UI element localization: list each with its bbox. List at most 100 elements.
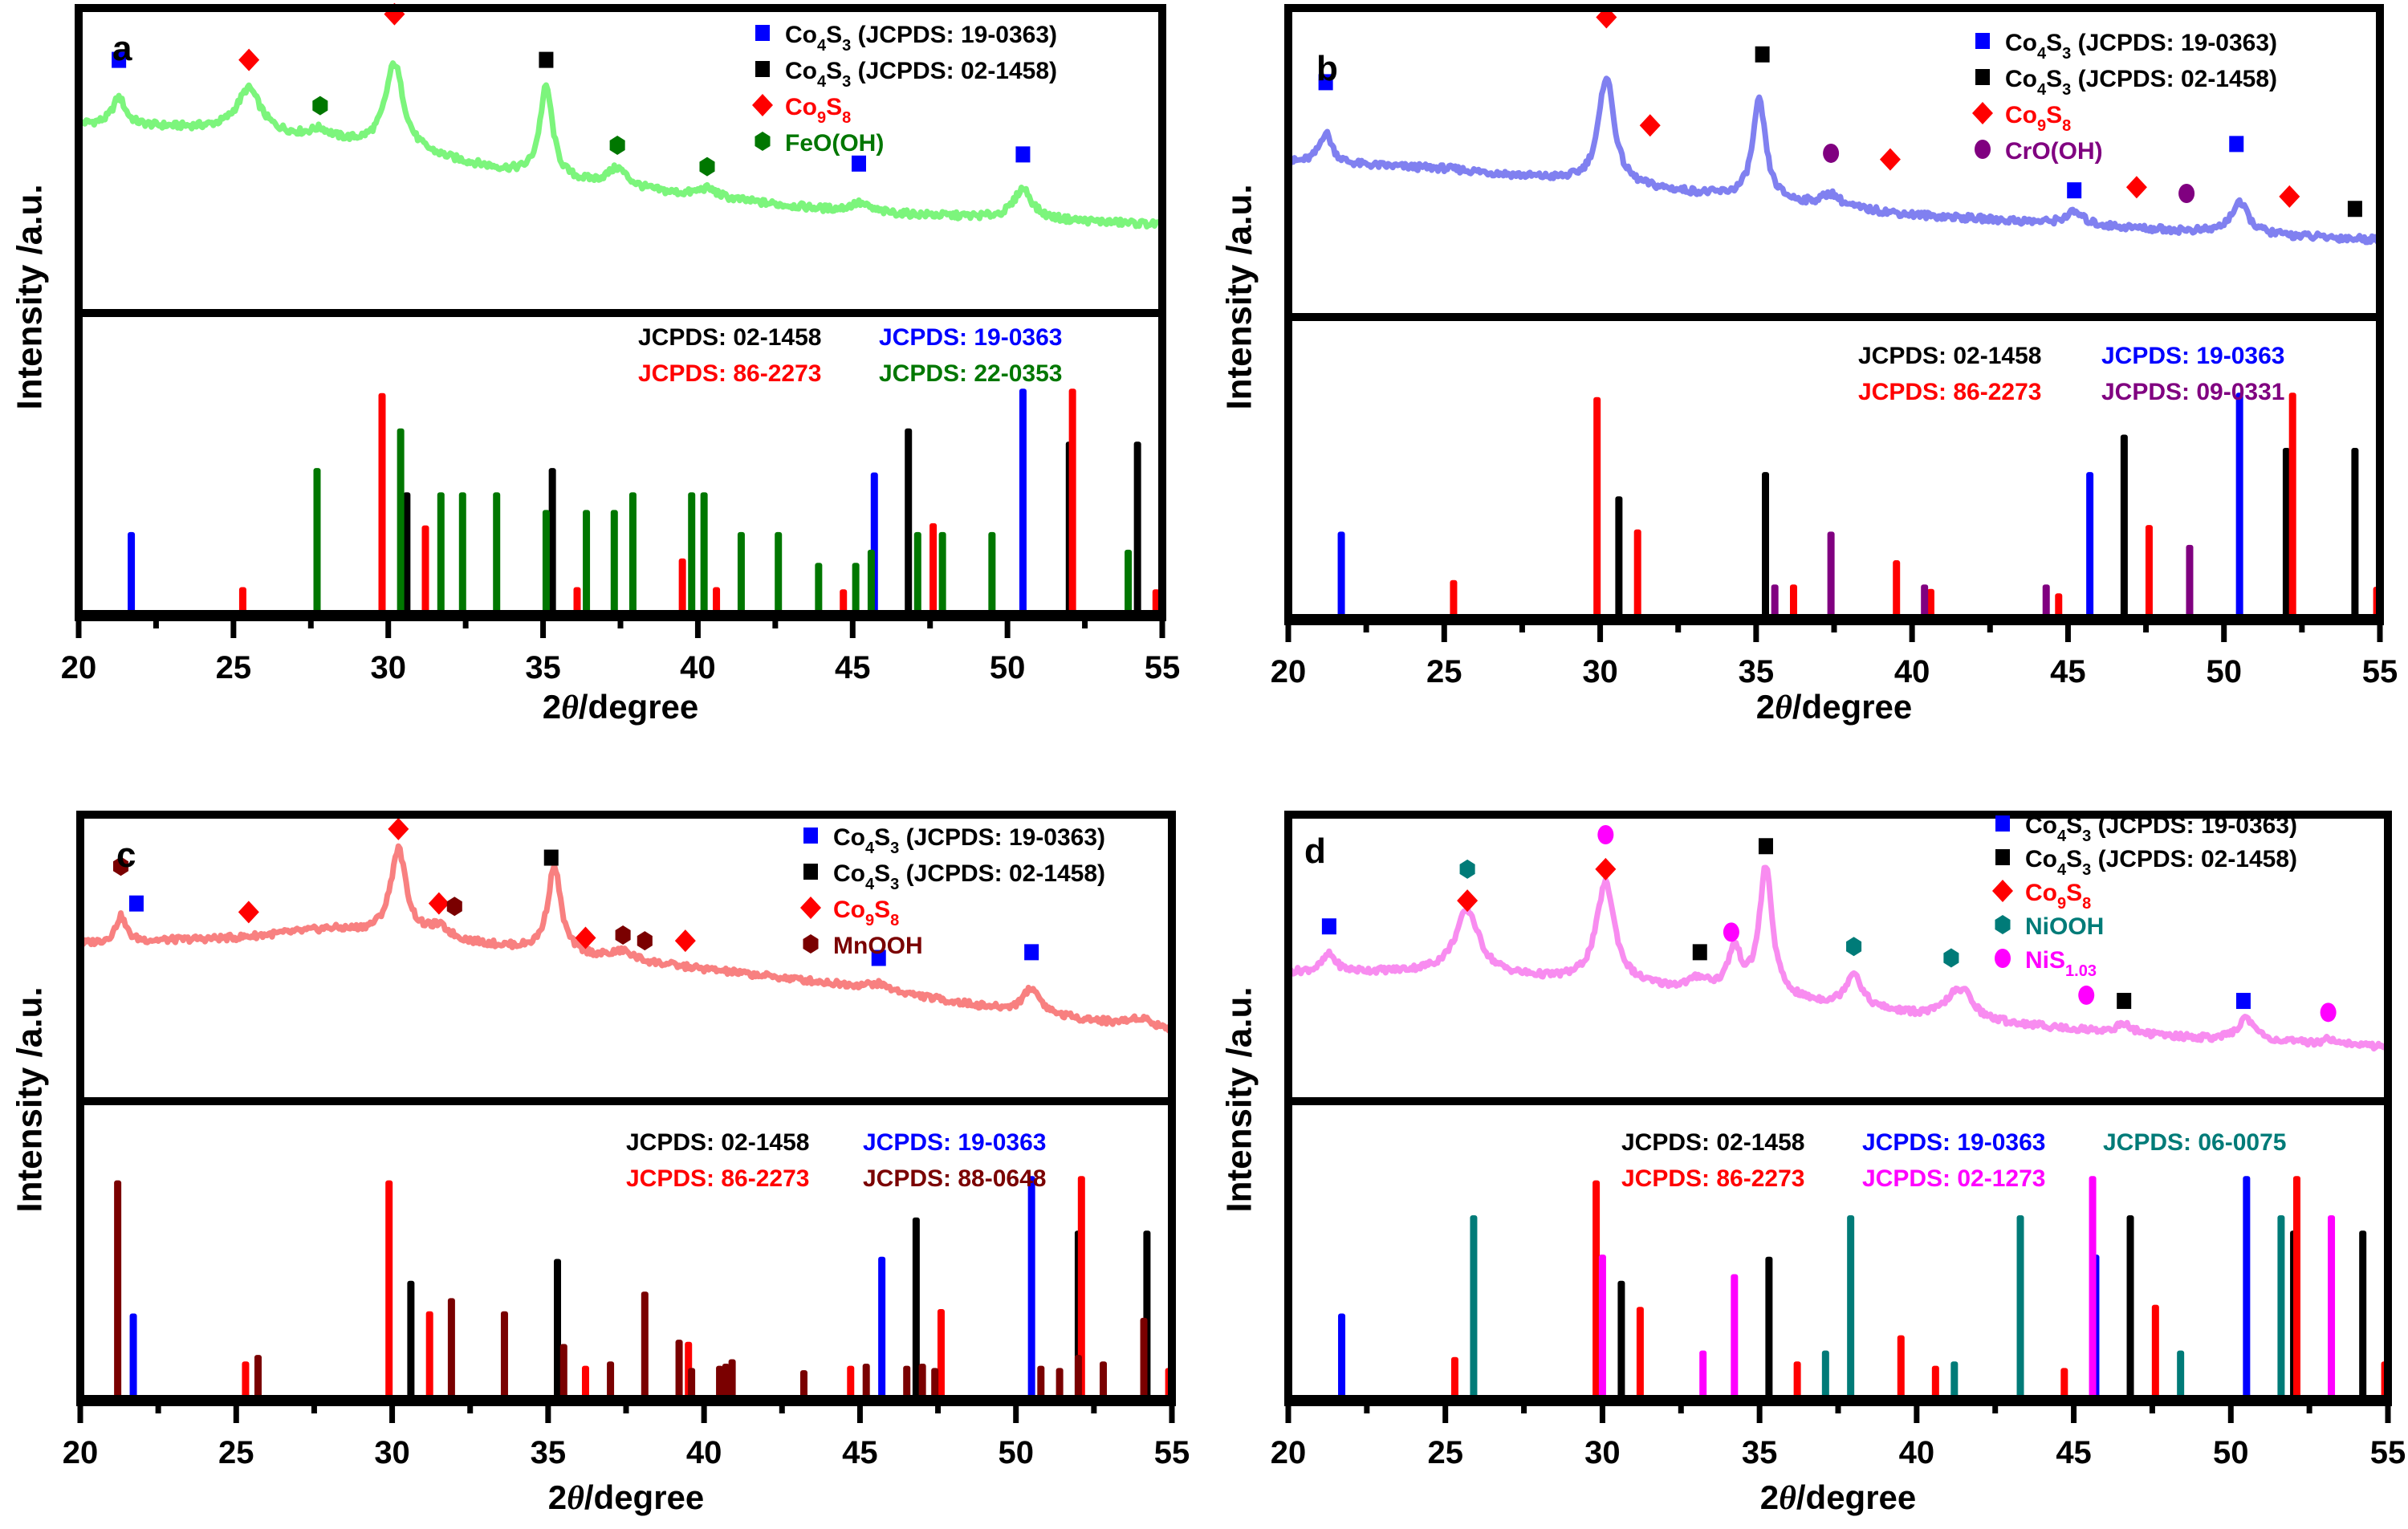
reference-stick-feooh [700, 492, 708, 616]
panel-d: 20 25 30 35 40 45 50 55 2θ/degree Intensity /a.u.… [1220, 811, 2406, 1517]
reference-stick-co9s8 [1897, 1335, 1905, 1401]
reference-stick-co4s3_19 [1019, 388, 1027, 616]
legend-marker-co4s3_19 [1975, 33, 1990, 49]
reference-stick-co9s8 [378, 392, 386, 616]
panel-letter: d [1304, 832, 1326, 871]
reference-label-co4s3_02: JCPDS: 02-1458 [1858, 343, 2041, 369]
xrd-pattern-a [75, 60, 1164, 230]
reference-stick-co9s8 [238, 587, 246, 616]
peak-marker-niooh [1846, 937, 1862, 957]
x-tick-label: 55 [2362, 654, 2398, 689]
reference-stick-co9s8 [713, 587, 721, 616]
panel-c: 20 25 30 35 40 45 50 55 2θ/degree Intensity /a.u.… [10, 811, 1190, 1517]
legend-entry-co4s3_19: Co4S3 (JCPDS: 19-0363) [803, 824, 1105, 857]
reference-stick-mnooh [862, 1363, 870, 1401]
peak-marker-co4s3_19 [2229, 136, 2244, 152]
peak-marker-crooh [1823, 143, 1840, 163]
peak-marker-co9s8 [238, 48, 260, 71]
reference-stick-feooh [988, 531, 996, 616]
y-axis-label: Intensity /a.u. [1220, 986, 1259, 1212]
reference-label-co4s3_19: JCPDS: 19-0363 [1862, 1129, 2045, 1156]
legend-marker-co9s8 [800, 897, 821, 919]
legend-marker-co4s3_19 [755, 25, 770, 41]
legend-entry-co4s3_19: Co4S3 (JCPDS: 19-0363) [1995, 812, 2297, 845]
reference-stick-feooh [437, 492, 445, 616]
reference-stick-feooh [542, 510, 550, 616]
legend-entry-nis: NiS1.03 [1995, 947, 2097, 980]
legend-marker-co4s3_02 [755, 61, 770, 77]
legend-entry-co9s8: Co9S8 [752, 94, 851, 127]
xrd-pattern-c [79, 843, 1175, 1034]
reference-stick-co4s3_02 [1133, 441, 1141, 616]
reference-stick-co9s8 [573, 587, 581, 616]
reference-stick-feooh [688, 492, 696, 616]
legend-marker-co4s3_02 [803, 864, 818, 880]
legend-label: Co9S8 [785, 94, 851, 127]
reference-stick-mnooh [641, 1291, 649, 1401]
reference-stick-mnooh [1074, 1355, 1082, 1401]
reference-stick-co9s8 [2060, 1368, 2068, 1401]
peak-marker-nis [2320, 1002, 2337, 1023]
legend-marker-co4s3_19 [1995, 815, 2010, 832]
plot-frame [1284, 811, 2392, 1405]
reference-stick-co4s3_02 [1615, 496, 1623, 620]
peak-marker-co4s3_19 [1024, 944, 1039, 961]
reference-stick-co9s8 [937, 1309, 945, 1401]
x-tick-label: 40 [1894, 654, 1930, 689]
legend-entry-niooh: NiOOH [1995, 913, 2104, 940]
reference-stick-co9s8 [2055, 593, 2063, 620]
reference-stick-feooh [628, 492, 637, 616]
panel-a: 20 25 30 35 40 45 50 55 2θ/degree Intensity /a.u.… [10, 2, 1181, 726]
reference-stick-feooh [775, 531, 783, 616]
legend-label: Co4S3 (JCPDS: 19-0363) [833, 824, 1105, 857]
peak-marker-feooh [609, 136, 625, 155]
legend-entry-co4s3_02: Co4S3 (JCPDS: 02-1458) [1995, 846, 2297, 879]
reference-stick-feooh [815, 563, 823, 616]
x-tick-label: 25 [218, 1435, 254, 1470]
reference-stick-co4s3_02 [1617, 1280, 1625, 1401]
reference-stick-mnooh [728, 1359, 736, 1401]
reference-stick-co9s8 [840, 589, 848, 616]
reference-stick-co9s8 [1592, 1180, 1601, 1401]
x-tick-label: 20 [1271, 654, 1307, 689]
x-tick-label: 35 [531, 1435, 567, 1470]
reference-label-co4s3_02: JCPDS: 02-1458 [638, 324, 821, 351]
reference-stick-feooh [852, 563, 860, 616]
reference-stick-mnooh [500, 1311, 508, 1401]
reference-stick-co9s8 [1793, 1361, 1801, 1401]
peak-marker-co9s8 [1457, 889, 1479, 913]
peak-marker-co4s3_02 [539, 51, 554, 68]
legend-marker-co9s8 [752, 94, 773, 116]
legend-entry-mnooh: MnOOH [803, 933, 923, 959]
x-tick-label: 55 [1154, 1435, 1190, 1470]
reference-stick-co9s8 [678, 558, 686, 616]
legend-entry-co9s8: Co9S8 [1972, 102, 2071, 135]
y-axis-label: Intensity /a.u. [10, 184, 50, 409]
reference-stick-mnooh [559, 1344, 567, 1401]
reference-label-mnooh: JCPDS: 88-0648 [863, 1165, 1046, 1192]
reference-label-co9s8: JCPDS: 86-2273 [638, 360, 821, 387]
reference-stick-crooh [1921, 584, 1929, 620]
legend-entry-co4s3_19: Co4S3 (JCPDS: 19-0363) [1975, 30, 2277, 63]
reference-label-co4s3_19: JCPDS: 19-0363 [879, 324, 1062, 351]
reference-stick-mnooh [254, 1355, 262, 1401]
reference-stick-mnooh [607, 1361, 615, 1401]
reference-stick-mnooh [918, 1363, 926, 1401]
reference-stick-co9s8 [2288, 392, 2296, 620]
reference-stick-niooh [2277, 1215, 2285, 1401]
peak-marker-co4s3_02 [2117, 993, 2132, 1010]
peak-marker-co9s8 [1595, 857, 1617, 880]
reference-stick-co4s3_19 [1338, 1313, 1346, 1401]
reference-stick-niooh [2177, 1350, 2185, 1401]
reference-stick-co9s8 [929, 523, 938, 616]
reference-stick-co4s3_19 [2235, 392, 2243, 620]
legend-entry-co4s3_02: Co4S3 (JCPDS: 02-1458) [755, 58, 1057, 91]
reference-stick-nis [1699, 1350, 1707, 1401]
x-tick-label: 45 [842, 1435, 878, 1470]
x-tick-label: 55 [1145, 650, 1181, 685]
peak-marker-niooh [1943, 948, 1959, 968]
x-tick-label: 45 [2050, 654, 2086, 689]
reference-stick-co9s8 [2292, 1176, 2300, 1401]
reference-stick-co4s3_02 [403, 492, 411, 616]
peak-marker-co4s3_02 [1758, 838, 1773, 855]
